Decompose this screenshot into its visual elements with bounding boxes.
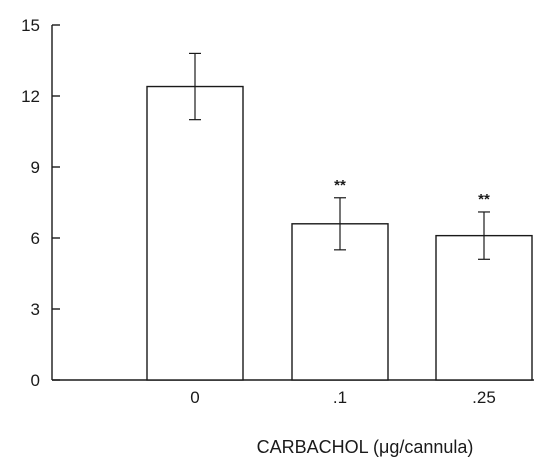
- significance-markers: ** **: [334, 177, 490, 208]
- significance-marker: **: [478, 191, 490, 208]
- y-tick-label: 0: [31, 371, 40, 390]
- y-tick-label: 12: [21, 87, 40, 106]
- x-tick-label: .25: [472, 388, 496, 407]
- y-tick-label: 9: [31, 158, 40, 177]
- x-tick-label: .1: [333, 388, 347, 407]
- significance-marker: **: [334, 177, 346, 194]
- y-tick-label: 15: [21, 16, 40, 35]
- x-axis: 0 .1 .25: [52, 379, 534, 407]
- error-bars: [189, 52, 490, 260]
- x-tick-label: 0: [190, 388, 199, 407]
- bar: [146, 85, 244, 381]
- y-axis: 0 3 6 9 12 15: [21, 16, 60, 390]
- x-axis-title: CARBACHOL (μg/cannula): [257, 437, 474, 457]
- y-tick-label: 3: [31, 300, 40, 319]
- y-tick-label: 6: [31, 229, 40, 248]
